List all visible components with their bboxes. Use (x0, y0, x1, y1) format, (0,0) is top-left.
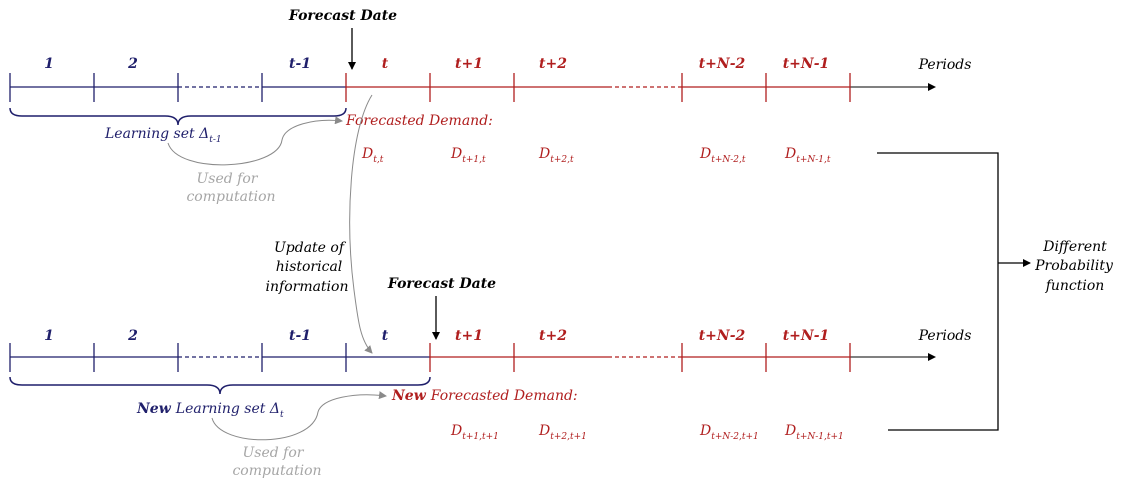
top-demand-value: Dt,t (361, 146, 384, 165)
top-period-label: 1 (44, 56, 54, 72)
top-forecast-date-label: Forecast Date (288, 8, 397, 24)
bottom-periods-label: Periods (918, 328, 972, 344)
probability-label: Different (1042, 239, 1107, 255)
probability-label: function (1045, 278, 1105, 294)
bottom-period-label: 1 (44, 328, 54, 344)
top-timeline: 1 2 t-1 t t+1 t+2 t+N-2 t+N-1 Periods Fo… (9, 8, 972, 205)
top-used-for-arrow (167, 116, 343, 166)
top-demand-value: Dt+1,t (450, 146, 486, 165)
bottom-demand-value: Dt+1,t+1 (450, 423, 499, 442)
bottom-period-label: t+2 (539, 328, 567, 344)
bottom-demand-value: Dt+N-1,t+1 (784, 423, 844, 442)
top-forecasted-demand-label: Forecasted Demand: (345, 113, 493, 129)
bottom-period-label: t-1 (289, 328, 311, 344)
top-periods-label: Periods (918, 57, 972, 73)
bottom-period-label: t (382, 328, 389, 344)
bottom-demand-value: Dt+2,t+1 (538, 423, 587, 442)
update-label: historical (276, 259, 343, 275)
top-learning-set-label: Learning set Δt-1 (104, 126, 222, 145)
top-period-label: t+N-2 (699, 56, 746, 72)
top-period-label: t+2 (539, 56, 567, 72)
bottom-used-for-label: Used for (243, 445, 305, 461)
top-period-label: t+N-1 (783, 56, 830, 72)
bottom-period-label: t+1 (455, 328, 483, 344)
probability-bracket (877, 152, 999, 431)
top-period-label: 2 (127, 56, 138, 72)
update-label: Update of (274, 240, 347, 256)
top-demand-value: Dt+N-1,t (784, 146, 831, 165)
bottom-period-label: t+N-1 (783, 328, 830, 344)
bottom-used-for-label: computation (232, 463, 321, 479)
bottom-timeline: 1 2 t-1 t t+1 t+2 t+N-2 t+N-1 Periods Fo… (9, 276, 972, 479)
top-period-label: t+1 (455, 56, 483, 72)
bottom-learning-set-brace (9, 376, 431, 395)
bottom-period-label: t+N-2 (699, 328, 746, 344)
top-demand-value: Dt+N-2,t (699, 146, 746, 165)
top-period-label: t (382, 56, 389, 72)
bottom-used-for-arrow (211, 391, 387, 441)
bottom-learning-set-label: New Learning set Δt (136, 401, 284, 420)
bottom-period-label: 2 (127, 328, 138, 344)
bottom-forecasted-demand-label: New Forecasted Demand: (391, 388, 578, 404)
bottom-forecast-date-label: Forecast Date (387, 276, 496, 292)
top-period-label: t-1 (289, 56, 311, 72)
bottom-demand-value: Dt+N-2,t+1 (699, 423, 759, 442)
update-section: Update of historical information Differe… (266, 94, 1114, 431)
update-label: information (266, 279, 349, 295)
top-learning-set-brace (9, 107, 347, 126)
update-history-arrow (349, 94, 373, 354)
top-used-for-label: Used for (197, 171, 259, 187)
probability-label: Probability (1034, 258, 1114, 274)
top-demand-value: Dt+2,t (538, 146, 574, 165)
top-used-for-label: computation (186, 189, 275, 205)
